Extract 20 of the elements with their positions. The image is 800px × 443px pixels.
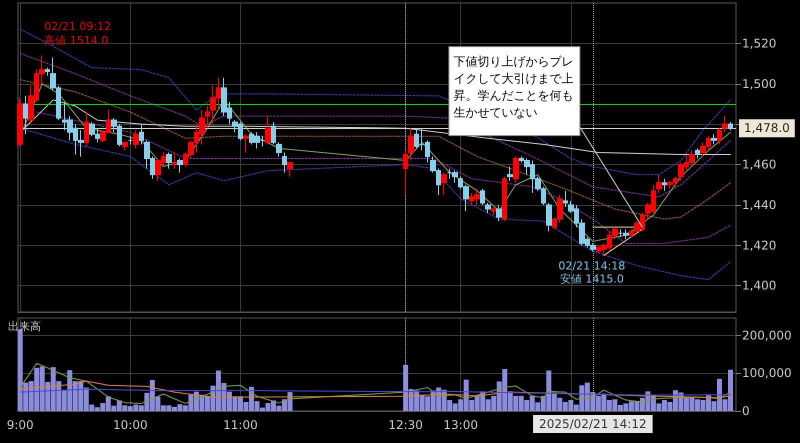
y-tick-label: 1,400 <box>742 278 776 293</box>
x-tick-label: 11:00 <box>223 418 258 432</box>
x-tick-label: 10:00 <box>113 418 148 432</box>
annotation: 02/21 14:18 安値 1415.0 <box>558 259 626 286</box>
annotation: 下値切り上げからブレイクして大引けまで上昇。学んだことを何も生かせていない <box>453 54 574 120</box>
y-tick-label: 1,500 <box>742 76 776 91</box>
ref-line-label: 2025/02/21 14:12 <box>539 417 647 431</box>
chart-title: 出来高 <box>8 320 41 333</box>
ref-line-label: 1,478.0 <box>744 121 790 136</box>
x-tick-label: 13:00 <box>443 418 478 432</box>
annotation: 02/21 09:12 高値 1514.0 <box>44 20 112 48</box>
y-tick-label: 1,460 <box>742 158 776 172</box>
x-tick-label: 9:00 <box>6 418 34 432</box>
y-tick-label: 1,440 <box>742 198 776 212</box>
y-tick-label: 1,420 <box>742 238 776 252</box>
y-tick-label: 1,520 <box>742 36 776 50</box>
y-tick-label: 0 <box>742 404 750 418</box>
y-tick-label: 200,000 <box>742 328 792 342</box>
x-tick-label: 12:30 <box>388 418 423 432</box>
y-tick-label: 100,000 <box>742 366 792 380</box>
